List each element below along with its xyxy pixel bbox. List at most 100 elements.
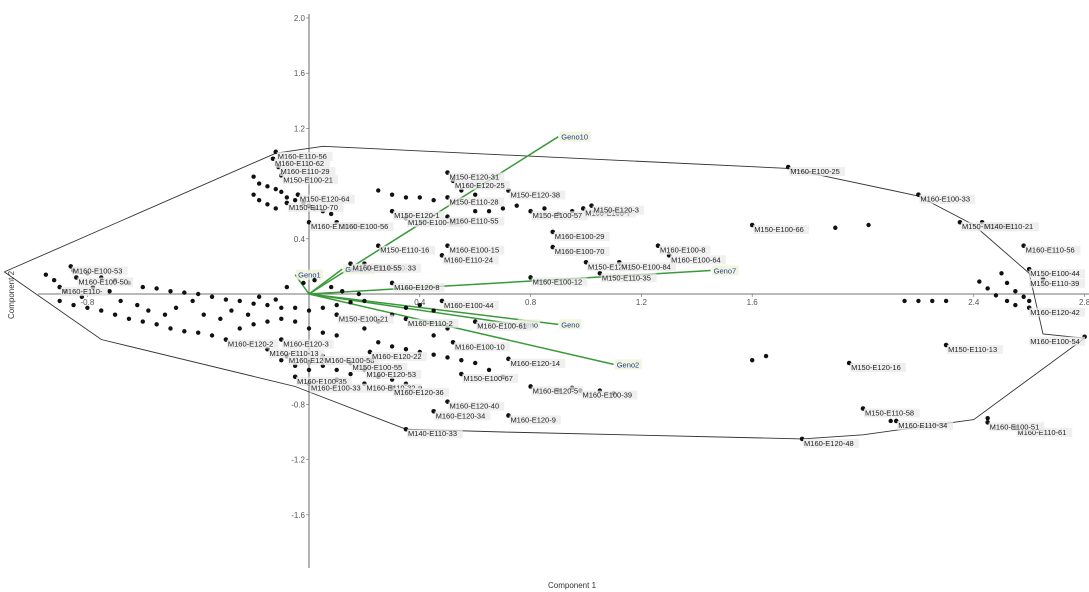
point-label: M160-E100-61	[477, 322, 527, 331]
data-point	[245, 312, 251, 317]
point-label: M160-E110-29	[281, 167, 330, 176]
point-label-bg	[864, 408, 920, 418]
data-point	[279, 305, 284, 310]
x-tick-label: 1.6	[747, 298, 759, 307]
point-label-bg	[670, 255, 726, 265]
vector-line	[308, 268, 343, 295]
point-label-bg	[789, 167, 846, 177]
data-point	[265, 319, 270, 324]
point-label: M150-E110-13	[948, 345, 997, 354]
point-label: M150-E120-3	[594, 206, 639, 215]
data-point	[140, 319, 145, 324]
point-label: M150-E120-31	[450, 173, 500, 182]
point-label: M160-E100-39	[582, 391, 632, 400]
point-label: M160-E100-51	[990, 422, 1040, 431]
point-label-bg	[448, 216, 505, 226]
point-label: M150-E120-1	[588, 262, 633, 271]
point-label: M160-E120-40	[450, 402, 500, 411]
data-point	[51, 278, 57, 283]
point-label-bg	[279, 167, 336, 177]
point-label: M150-E100-66	[754, 225, 804, 234]
point-label-bg	[298, 194, 355, 204]
point-label-bg	[448, 197, 505, 207]
data-point	[473, 209, 478, 214]
point-label: M150-E110-16	[380, 246, 429, 255]
y-tick-label: -1.6	[291, 511, 305, 520]
point-label: M160-E100-50	[78, 277, 128, 286]
point-label: M160-E100-44	[444, 301, 494, 310]
y-tick-label: -0.8	[291, 400, 305, 409]
data-point	[251, 322, 256, 327]
data-point	[154, 322, 159, 327]
point-label: M150-E100-11	[408, 218, 457, 227]
point-label: M160-E120-36	[394, 388, 444, 397]
data-point	[1013, 289, 1018, 294]
point-label: M150-E100-21	[283, 175, 333, 184]
data-point	[431, 197, 436, 203]
data-point	[943, 298, 949, 304]
data-point	[107, 289, 112, 294]
data-point	[292, 319, 298, 324]
data-point	[417, 195, 422, 200]
data-point	[445, 355, 450, 360]
data-point	[312, 278, 317, 283]
point-label-bg	[454, 180, 510, 190]
point-label: M160-E110-62	[275, 159, 324, 168]
point-label-bg	[476, 321, 532, 331]
point-label: M160-E120-3	[283, 340, 328, 349]
point-label: M150-E120-1	[394, 211, 439, 220]
point-label-bg	[947, 345, 1003, 355]
vector-label-bg	[711, 265, 739, 276]
data-point	[389, 344, 395, 349]
data-point	[985, 416, 990, 421]
point-label-bg	[337, 314, 394, 324]
data-point	[154, 286, 159, 291]
point-label: M160-E100-56	[339, 222, 389, 231]
point-label-bg	[406, 429, 463, 439]
point-label: M160-E110-55	[353, 264, 402, 273]
data-point	[542, 206, 547, 211]
point-label: M150-E120-64	[300, 195, 350, 204]
data-point	[930, 298, 935, 304]
point-labels: M160-E110-56M160-E110-62M160-E110-29M150…	[60, 151, 1085, 448]
y-tick-label: -1.2	[291, 456, 305, 465]
point-label: M150-E110-58	[865, 409, 914, 418]
data-point	[251, 192, 256, 197]
point-label-bg	[531, 211, 588, 221]
point-label: M160-E110-2	[408, 319, 453, 328]
data-point	[168, 289, 173, 294]
point-label: M150-E120-16	[851, 363, 901, 372]
point-label: M160-E120-48	[804, 439, 854, 448]
point-label: M160-E100-70	[555, 247, 605, 256]
point-label: M160-E100-33	[311, 384, 361, 393]
data-point	[140, 284, 145, 290]
point-label-bg	[296, 376, 352, 386]
point-label-bg	[393, 387, 449, 397]
data-point	[356, 291, 362, 297]
point-label: M140-E110-21	[984, 222, 1033, 231]
vector-label: Geno	[561, 320, 579, 329]
vector-line	[308, 293, 614, 366]
data-point	[514, 203, 519, 208]
data-point	[473, 360, 478, 366]
data-point	[376, 340, 381, 345]
data-point	[237, 326, 242, 331]
point-label-bg	[553, 231, 610, 241]
point-label: M160-E110-4	[311, 222, 356, 231]
data-point	[190, 298, 195, 304]
point-label: M160-E120-25	[455, 181, 505, 190]
data-point	[763, 353, 769, 359]
data-point	[902, 298, 907, 304]
point-label-bg	[60, 287, 108, 297]
point-label-bg	[553, 247, 610, 257]
data-point	[362, 298, 367, 304]
data-point	[750, 358, 755, 363]
point-label-bg	[587, 262, 639, 272]
data-point	[328, 284, 334, 290]
data-point	[284, 284, 290, 290]
data-point	[265, 302, 270, 308]
data-point	[196, 291, 201, 297]
data-point	[279, 189, 284, 195]
point-label-bg	[71, 266, 128, 276]
data-point	[1021, 294, 1026, 299]
